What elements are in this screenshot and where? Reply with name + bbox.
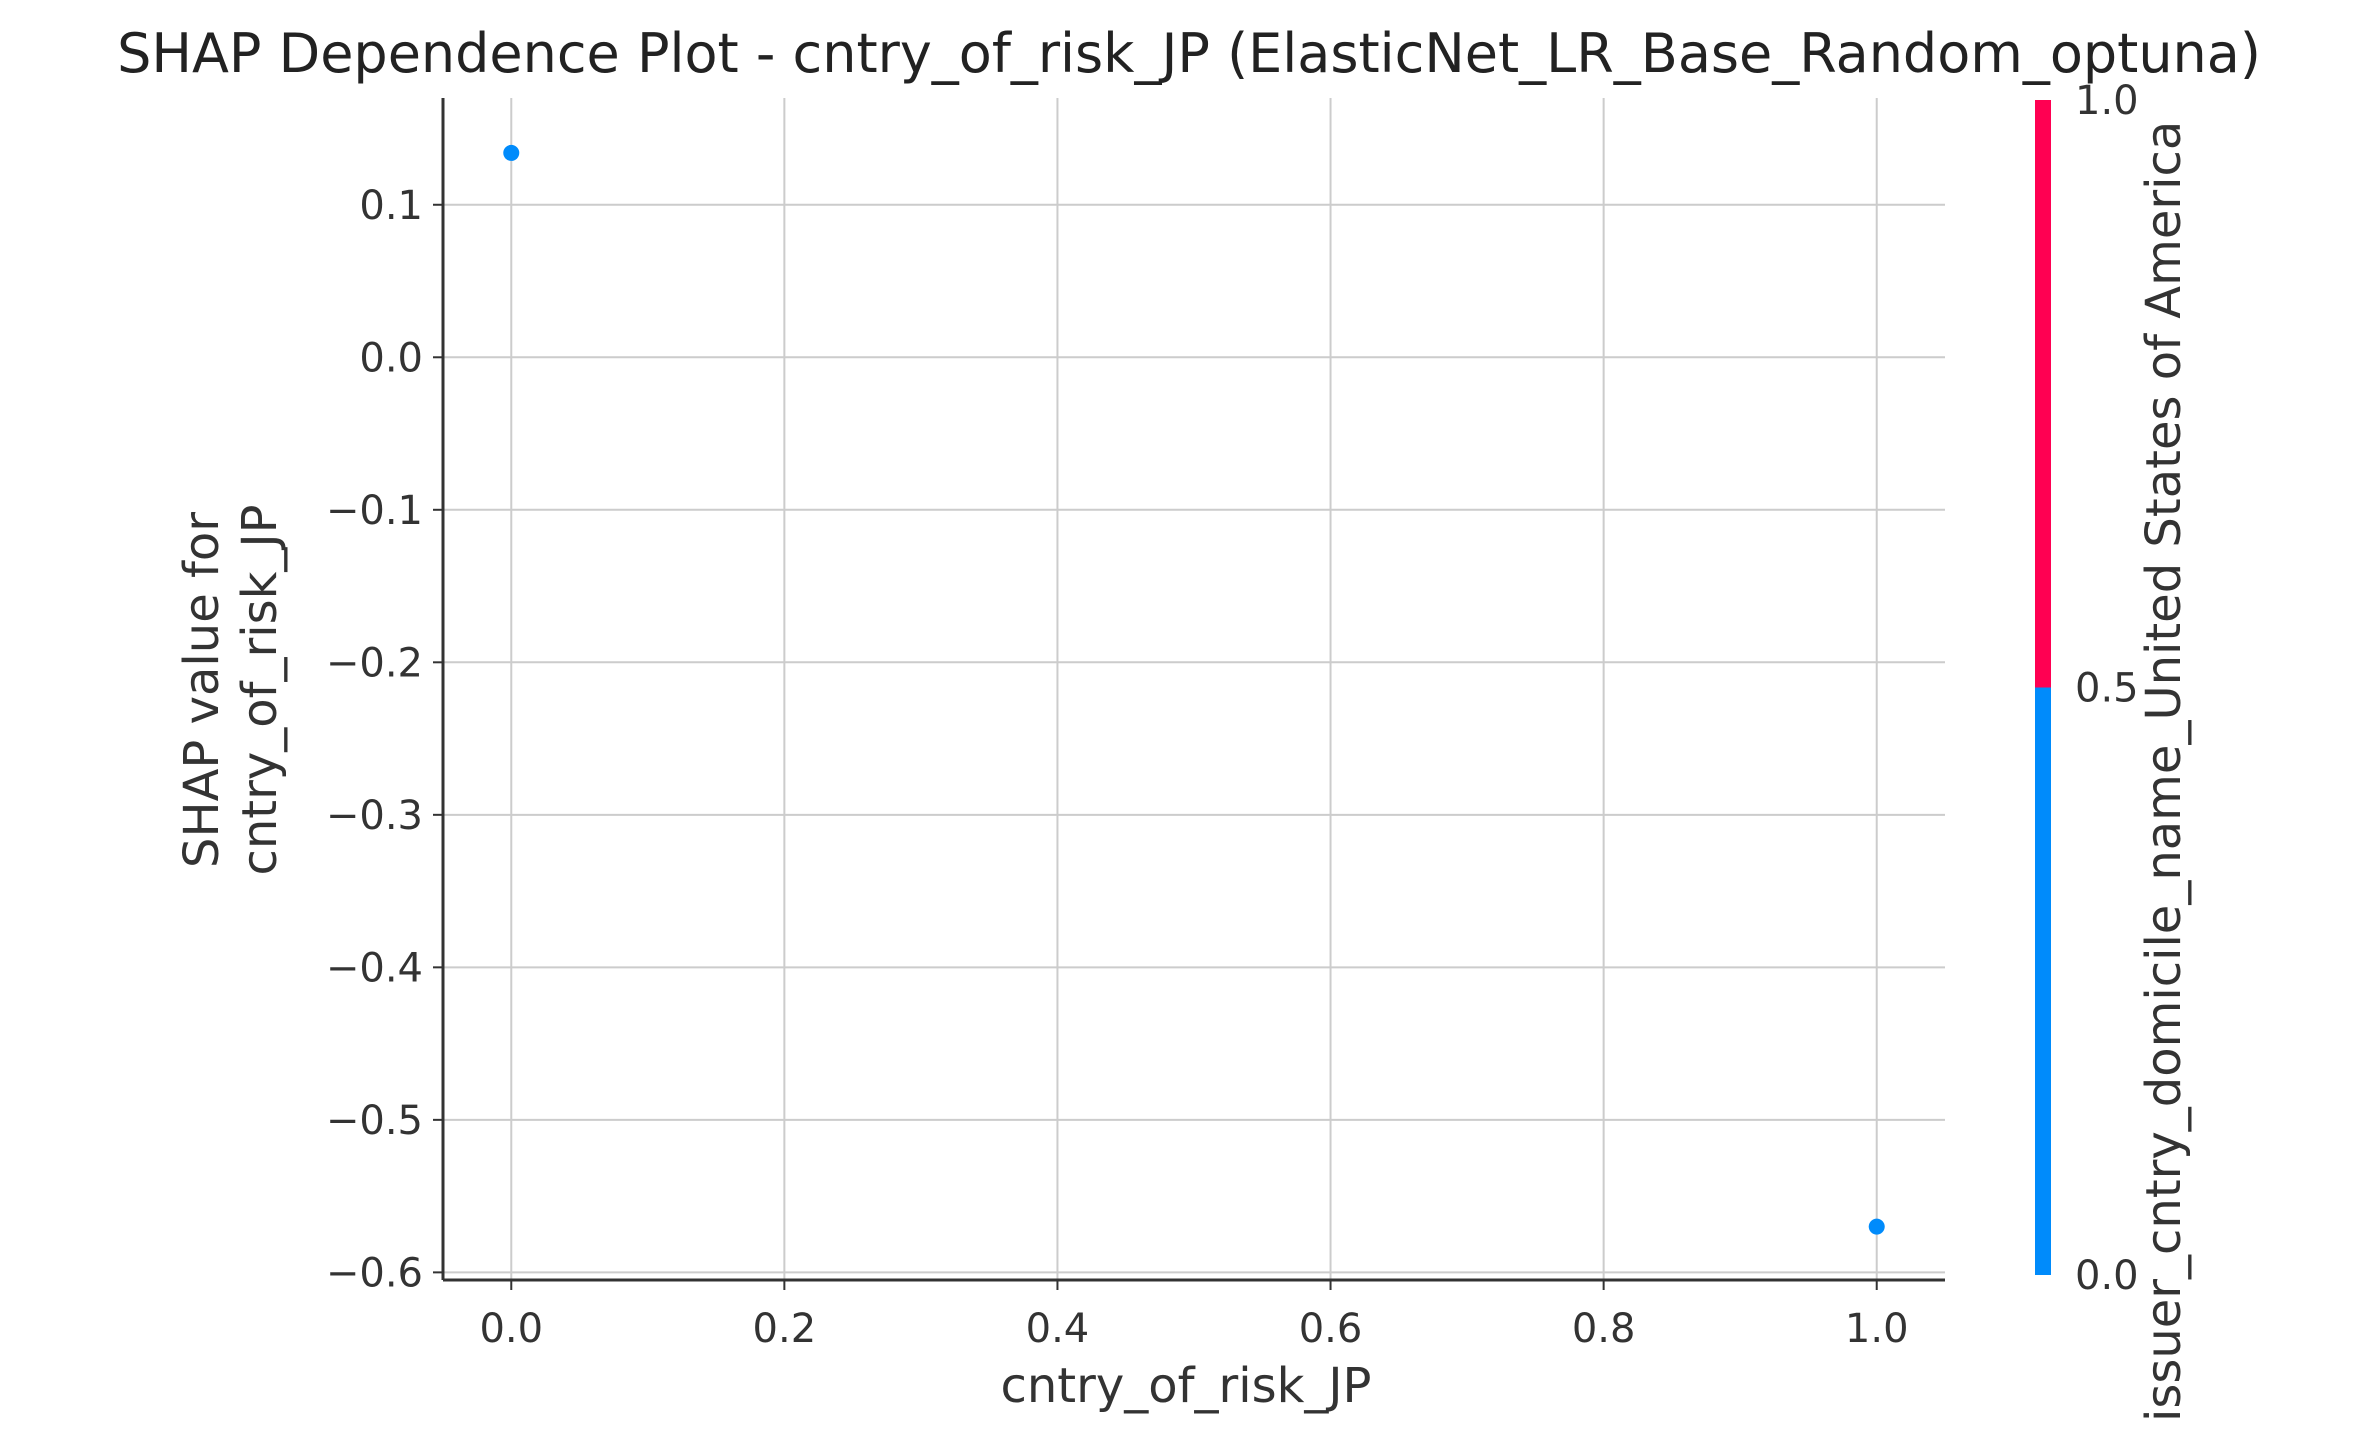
colorbar-tick-label: 1.0 <box>2075 78 2139 124</box>
colorbar-low-segment <box>2035 687 2051 1275</box>
y-tick-label: −0.6 <box>326 1250 423 1296</box>
y-axis-label: SHAP value for cntry_of_risk_JP <box>174 504 288 875</box>
data-point <box>503 144 520 161</box>
y-tick-label: −0.2 <box>326 640 423 686</box>
y-ticks: 0.1 0.0 −0.1 −0.2 −0.3 −0.4 −0.5 −0.6 <box>326 183 443 1296</box>
y-tick-label: −0.4 <box>326 945 423 991</box>
x-ticks: 0.0 0.2 0.4 0.6 0.8 1.0 <box>479 1280 1909 1352</box>
chart-title: SHAP Dependence Plot - cntry_of_risk_JP … <box>117 22 2261 85</box>
data-point <box>1868 1218 1885 1235</box>
x-axis-label: cntry_of_risk_JP <box>1000 1358 1371 1414</box>
colorbar-tick-label: 0.0 <box>2075 1253 2139 1299</box>
colorbar-label: issuer_cntry_domicile_name_United States… <box>2136 121 2192 1422</box>
axes <box>441 98 1945 1282</box>
x-tick-label: 0.0 <box>479 1306 543 1352</box>
colorbar-tick-label: 0.5 <box>2075 666 2139 712</box>
colorbar-high-segment <box>2035 100 2051 688</box>
x-tick-label: 0.4 <box>1026 1306 1090 1352</box>
y-tick-label: −0.1 <box>326 488 423 534</box>
colorbar-label-text: issuer_cntry_domicile_name_United States… <box>2136 121 2192 1422</box>
y-axis-label-line-2: cntry_of_risk_JP <box>232 504 288 875</box>
colorbar: 1.0 0.5 0.0 issuer_cntry_domicile_name_Uni… <box>2035 78 2192 1422</box>
x-tick-label: 0.2 <box>753 1306 817 1352</box>
x-tick-label: 0.8 <box>1572 1306 1636 1352</box>
y-tick-label: −0.3 <box>326 793 423 839</box>
x-tick-label: 0.6 <box>1299 1306 1363 1352</box>
colorbar-ticks: 1.0 0.5 0.0 <box>2075 78 2139 1299</box>
x-tick-label: 1.0 <box>1845 1306 1909 1352</box>
y-axis-label-line-1: SHAP value for <box>174 512 230 868</box>
grid-lines <box>443 98 1945 1280</box>
y-tick-label: −0.5 <box>326 1098 423 1144</box>
y-tick-label: 0.1 <box>359 183 423 229</box>
data-points <box>503 144 1885 1235</box>
y-tick-label: 0.0 <box>359 335 423 381</box>
